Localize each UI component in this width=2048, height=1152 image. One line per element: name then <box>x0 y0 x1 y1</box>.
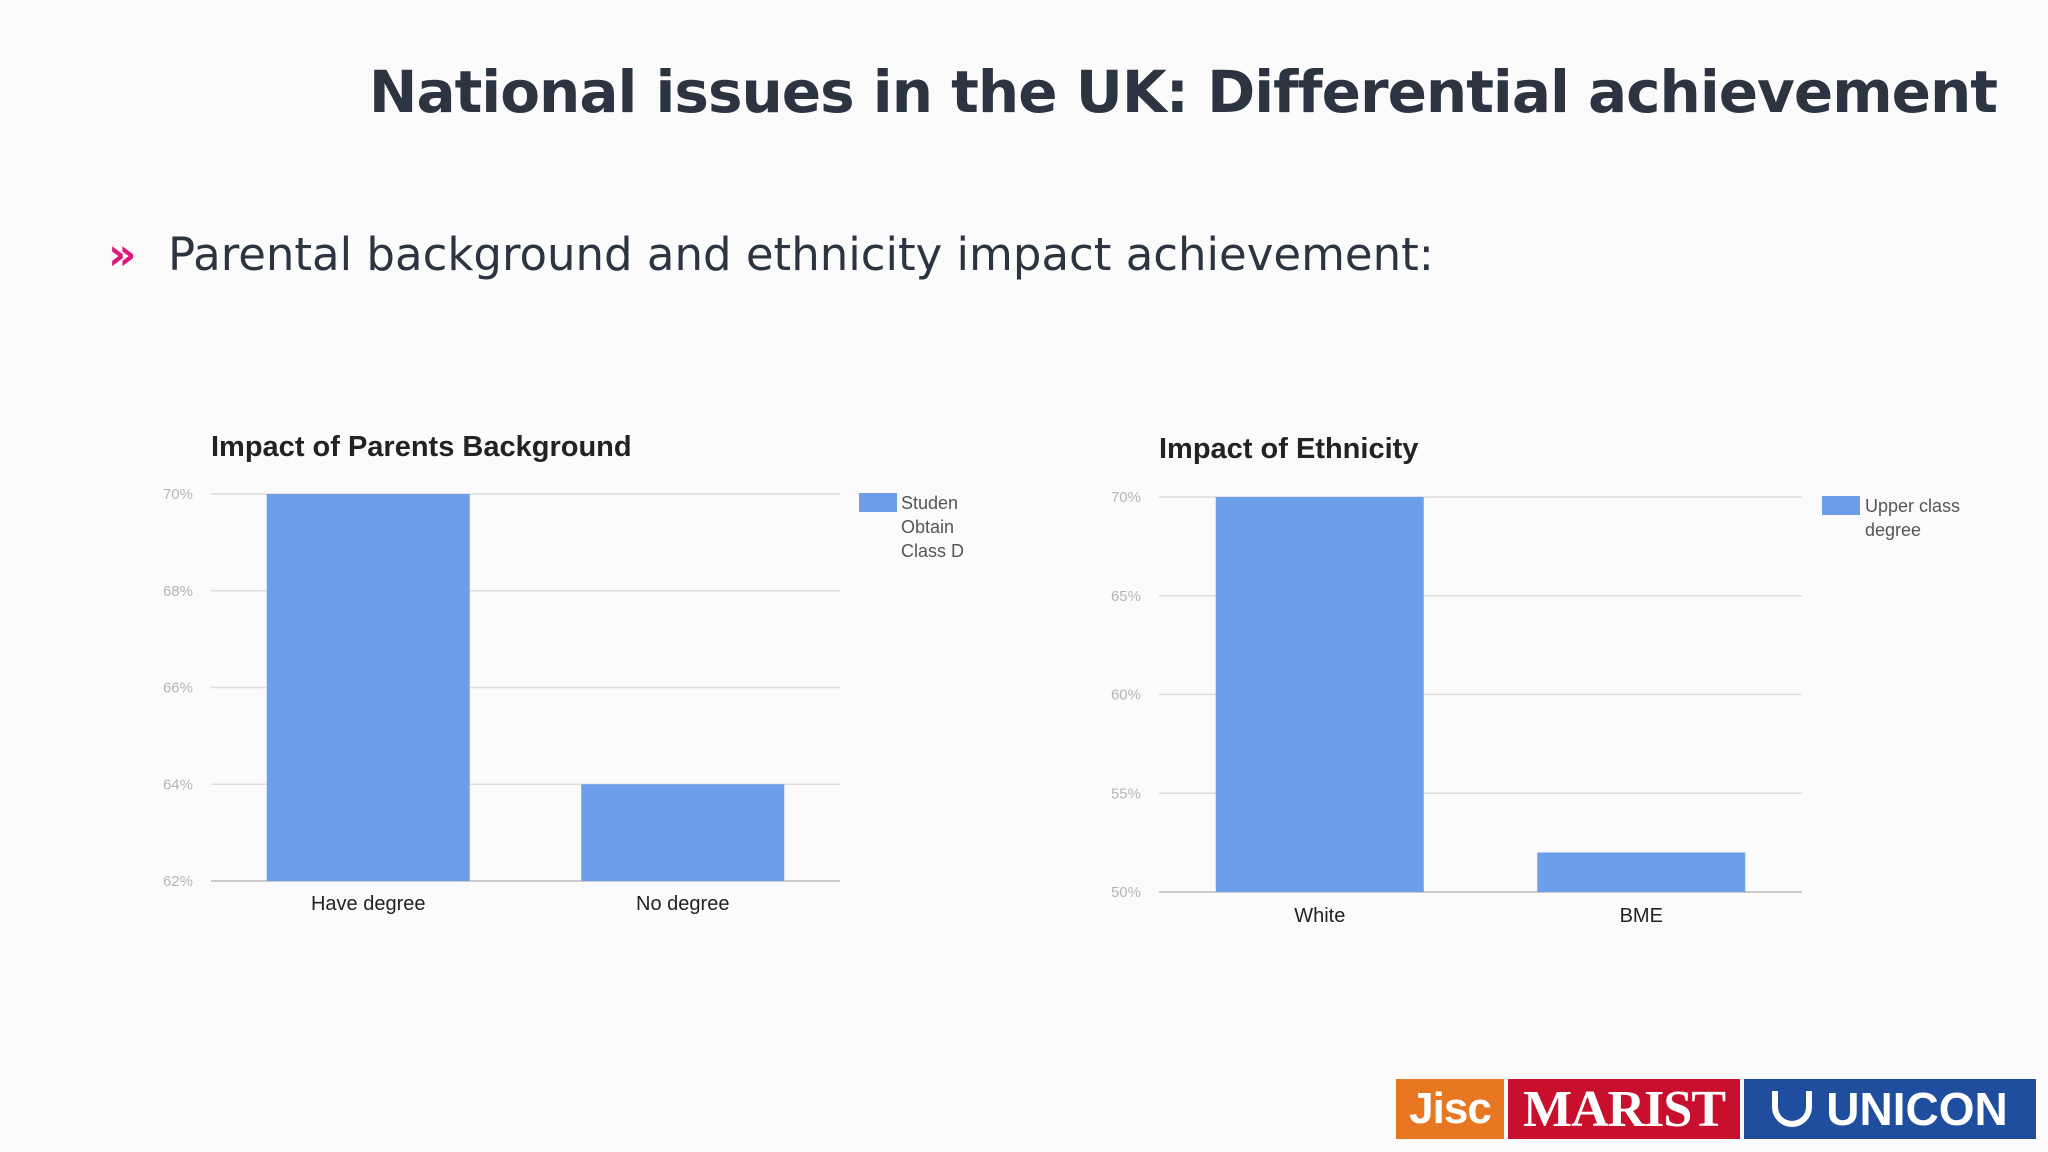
chart-title: Impact of Parents Background <box>211 431 632 463</box>
y-tick-label: 55% <box>1111 785 1141 802</box>
unicon-logo: UNICON <box>1744 1079 2036 1139</box>
bar-white <box>1215 497 1424 892</box>
legend-swatch <box>859 493 897 512</box>
y-tick-label: 62% <box>163 873 193 890</box>
legend-label: Class D <box>901 541 964 561</box>
marist-logo: MARIST <box>1508 1079 1740 1139</box>
y-tick-label: 70% <box>1111 489 1141 506</box>
legend-label: degree <box>1865 520 1921 540</box>
legend-label: Studen <box>901 493 958 513</box>
unicon-logo-text: UNICON <box>1826 1083 2008 1135</box>
x-tick-label: White <box>1294 905 1345 927</box>
y-tick-label: 70% <box>163 486 193 503</box>
bullet-text: Parental background and ethnicity impact… <box>168 228 1434 281</box>
legend-label: Upper class <box>1865 496 1960 516</box>
bar-bme <box>1537 852 1746 892</box>
x-tick-label: No degree <box>636 893 729 915</box>
bullet-chevron-icon: » <box>108 228 137 280</box>
chart-1: Impact of Parents Background 62% 64% 66% 68%… <box>163 431 964 915</box>
bar-have-degree <box>266 494 470 881</box>
legend-swatch <box>1822 496 1860 515</box>
charts-area: Impact of Parents Background 62% 64% 66% 68%… <box>163 431 1960 927</box>
x-tick-label: Have degree <box>311 893 426 915</box>
marist-logo-text: MARIST <box>1522 1080 1726 1138</box>
bar-no-degree <box>581 784 785 881</box>
shield-icon <box>1772 1091 1813 1127</box>
chart-title: Impact of Ethnicity <box>1159 433 1418 465</box>
y-tick-label: 68% <box>163 583 193 600</box>
partner-logos: Jisc MARIST UNICON <box>1396 1079 2036 1139</box>
y-tick-label: 60% <box>1111 687 1141 704</box>
bullet-point: » Parental background and ethnicity impa… <box>108 228 1434 281</box>
y-tick-label: 66% <box>163 680 193 697</box>
jisc-logo-text: Jisc <box>1409 1084 1492 1133</box>
legend-label: Obtain <box>901 517 954 537</box>
slide-title: National issues in the UK: Differential … <box>368 58 1998 126</box>
y-tick-label: 64% <box>163 776 193 793</box>
x-tick-label: BME <box>1620 905 1663 927</box>
y-tick-label: 50% <box>1111 884 1141 901</box>
jisc-logo: Jisc <box>1396 1079 1504 1139</box>
chart-2: Impact of Ethnicity 50% 55% 60% 65% 70% White B… <box>1111 433 1960 927</box>
y-tick-label: 65% <box>1111 588 1141 605</box>
